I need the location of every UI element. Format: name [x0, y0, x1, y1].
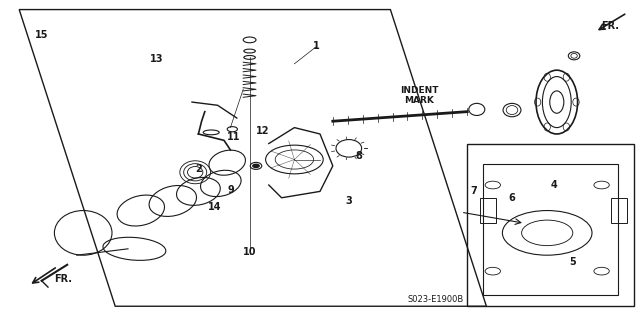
Text: 8: 8 [355, 151, 362, 161]
Text: 9: 9 [227, 185, 234, 195]
Circle shape [227, 127, 237, 132]
Text: 1: 1 [314, 41, 320, 51]
Bar [611, 198, 627, 223]
Text: FR.: FR. [54, 274, 72, 284]
Text: 2: 2 [195, 164, 202, 174]
Text: 4: 4 [550, 180, 557, 190]
Text: 5: 5 [570, 256, 576, 267]
Text: 13: 13 [150, 54, 164, 64]
Text: 14: 14 [207, 202, 221, 212]
Text: FR.: FR. [602, 20, 620, 31]
Bar [480, 198, 496, 223]
Text: 11: 11 [227, 132, 241, 142]
Text: 3: 3 [346, 196, 352, 206]
Text: 10: 10 [243, 247, 257, 257]
Text: 7: 7 [470, 186, 477, 197]
Text: S023-E1900B: S023-E1900B [407, 295, 463, 304]
Text: 6: 6 [509, 193, 515, 203]
Text: 15: 15 [35, 30, 49, 40]
Text: 12: 12 [255, 126, 269, 136]
Text: INDENT
MARK: INDENT MARK [400, 86, 438, 105]
Circle shape [253, 164, 259, 167]
